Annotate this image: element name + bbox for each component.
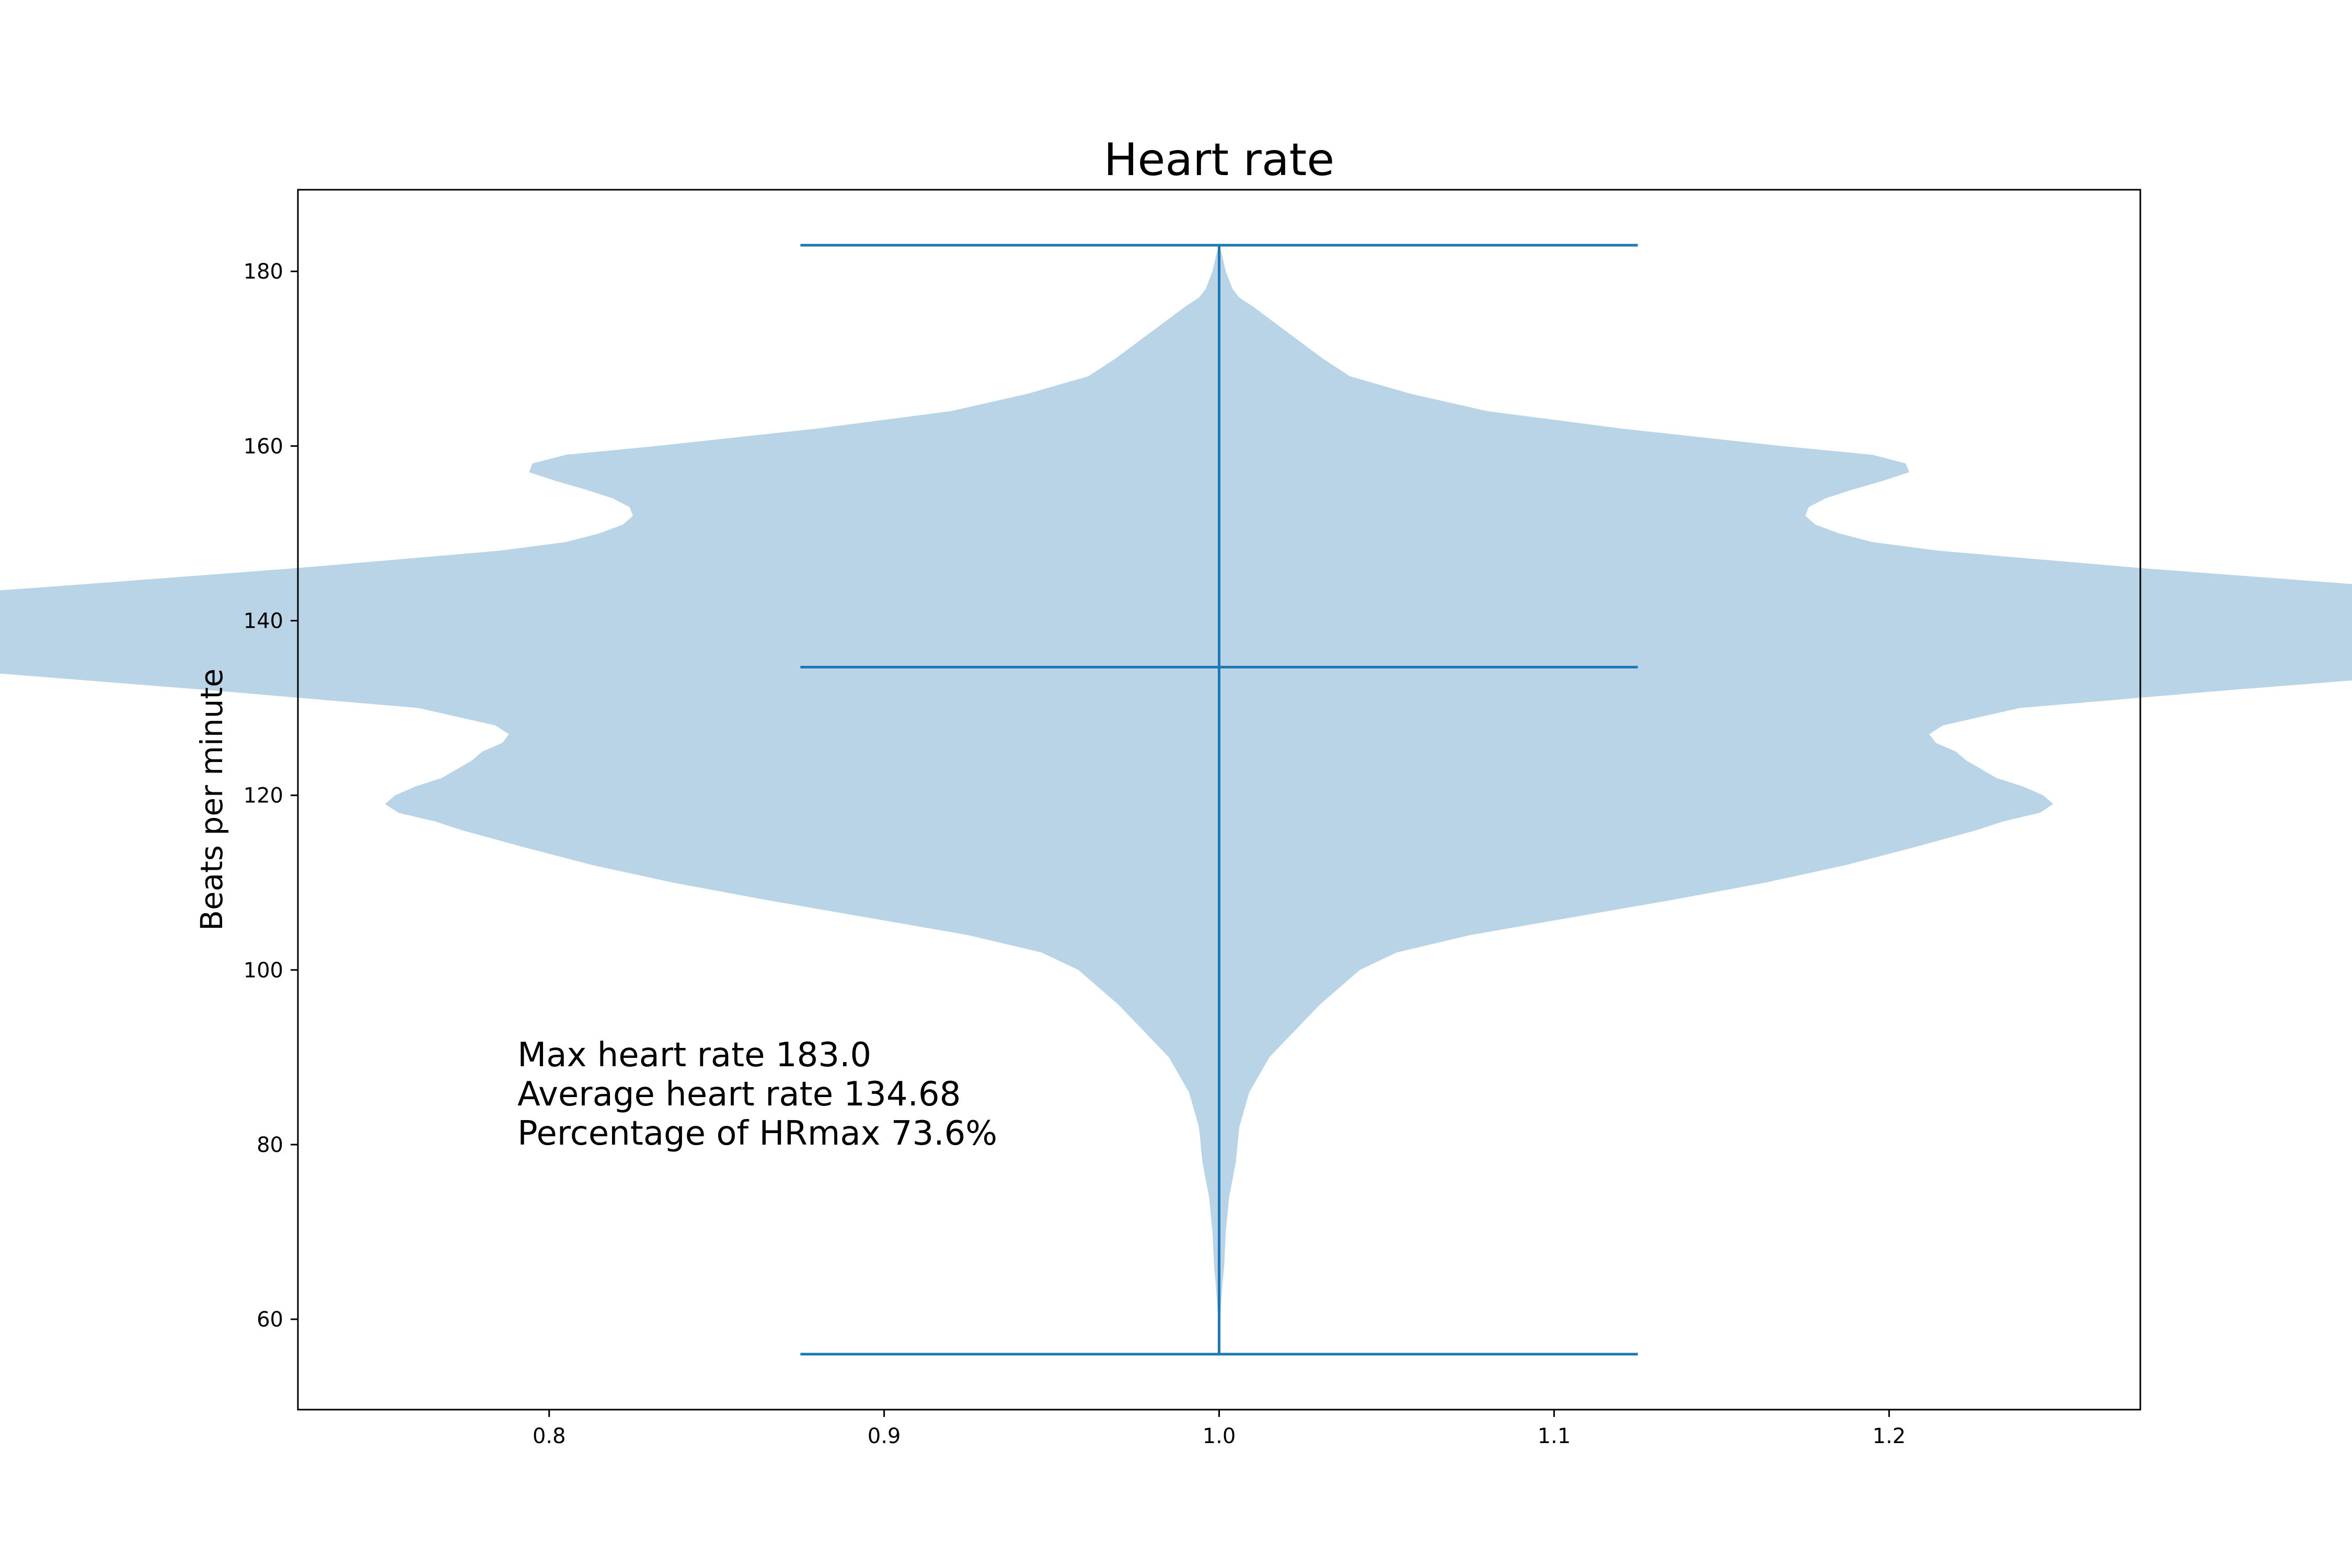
x-tick-label: 0.8	[533, 1424, 566, 1448]
annotation-line: Average heart rate 134.68	[517, 1075, 961, 1114]
x-tick-label: 1.1	[1538, 1424, 1571, 1448]
y-tick-label: 180	[244, 260, 283, 284]
x-tick-label: 1.2	[1873, 1424, 1906, 1448]
chart-title: Heart rate	[1104, 134, 1334, 186]
annotation-line: Max heart rate 183.0	[517, 1036, 871, 1075]
x-axis: 0.8 0.9 1.0 1.1 1.2	[533, 1410, 1906, 1448]
y-tick-label: 80	[257, 1133, 283, 1157]
y-tick-label: 120	[244, 784, 283, 808]
x-tick-label: 1.0	[1203, 1424, 1236, 1448]
y-axis-label: Beats per minute	[194, 668, 229, 931]
y-tick-label: 100	[244, 959, 283, 983]
y-axis: 60 80 100 120 140 160 180	[244, 260, 298, 1332]
violin-body	[0, 245, 2352, 1354]
annotation-line: Percentage of HRmax 73.6%	[517, 1114, 997, 1153]
plot-area	[0, 244, 2352, 1356]
x-tick-label: 0.9	[868, 1424, 901, 1448]
y-tick-label: 140	[244, 609, 283, 633]
y-tick-label: 60	[257, 1308, 283, 1332]
y-tick-label: 160	[244, 434, 283, 458]
